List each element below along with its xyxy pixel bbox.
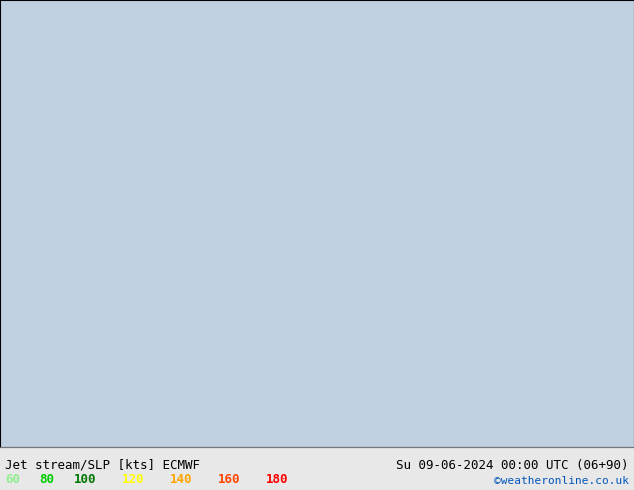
Text: 120: 120 — [122, 473, 144, 486]
Text: Jet stream/SLP [kts] ECMWF: Jet stream/SLP [kts] ECMWF — [5, 459, 200, 472]
Text: Su 09-06-2024 00:00 UTC (06+90): Su 09-06-2024 00:00 UTC (06+90) — [396, 459, 629, 472]
Text: 140: 140 — [170, 473, 192, 486]
Text: 80: 80 — [39, 473, 55, 486]
Text: 180: 180 — [266, 473, 288, 486]
Text: 100: 100 — [74, 473, 96, 486]
Text: 160: 160 — [218, 473, 240, 486]
Text: 60: 60 — [5, 473, 20, 486]
Text: ©weatheronline.co.uk: ©weatheronline.co.uk — [494, 476, 629, 486]
